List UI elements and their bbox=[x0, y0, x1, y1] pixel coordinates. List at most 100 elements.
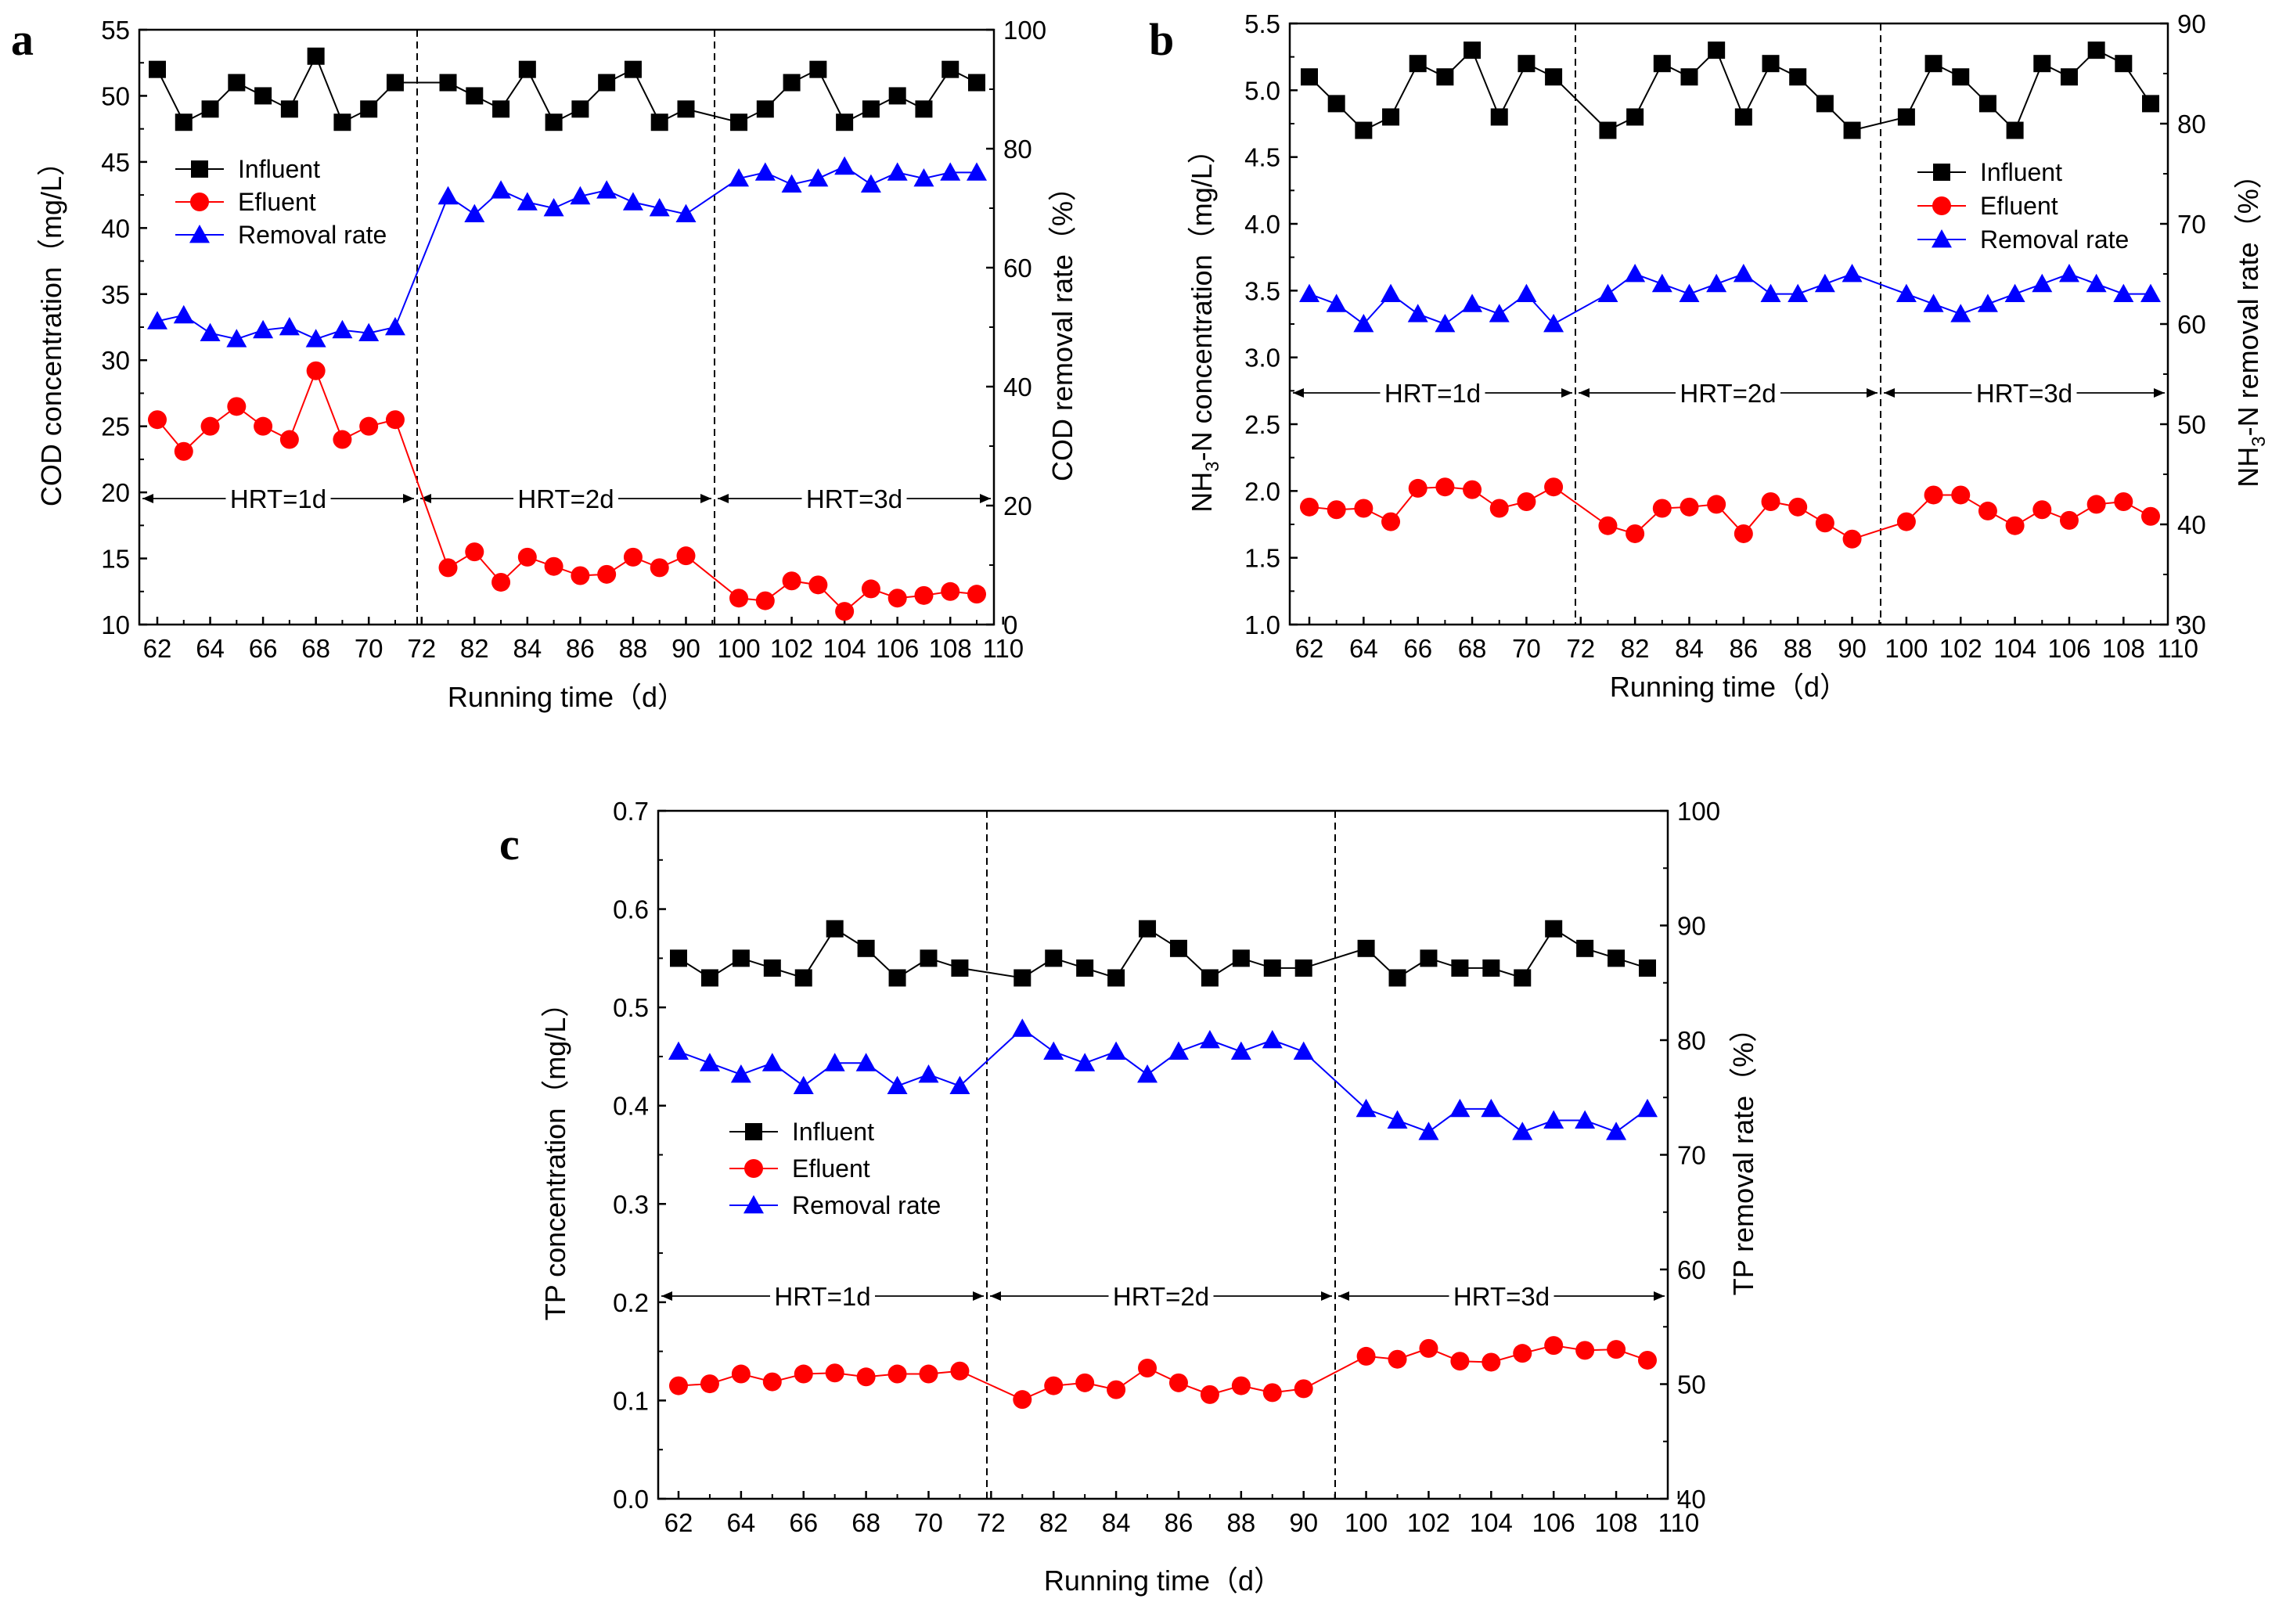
data-point-removal-rate bbox=[1597, 283, 1618, 302]
legend-marker bbox=[191, 160, 208, 178]
data-point-efluent bbox=[2086, 495, 2106, 514]
right-y-tick-label: 60 bbox=[1677, 1255, 1706, 1284]
data-point-influent bbox=[763, 959, 781, 977]
right-y-tick-label: 70 bbox=[1677, 1141, 1706, 1170]
data-point-efluent bbox=[491, 572, 511, 592]
hrt-arrow-head bbox=[1321, 1291, 1332, 1301]
data-point-influent bbox=[598, 74, 616, 92]
x-tick-label: 104 bbox=[1470, 1508, 1513, 1537]
data-point-influent bbox=[1789, 68, 1807, 86]
series-line-influent bbox=[1309, 49, 2151, 132]
data-point-influent bbox=[439, 74, 457, 92]
panel-c-letter: c bbox=[499, 819, 520, 870]
data-point-efluent bbox=[1489, 499, 1509, 518]
data-point-removal-rate bbox=[1075, 1053, 1096, 1071]
data-point-removal-rate bbox=[1489, 304, 1510, 322]
data-point-influent bbox=[888, 969, 906, 987]
data-point-removal-rate bbox=[1543, 1110, 1564, 1129]
data-point-removal-rate bbox=[1842, 264, 1863, 283]
hrt-arrow-head bbox=[973, 1291, 984, 1301]
data-point-removal-rate bbox=[1481, 1098, 1502, 1118]
data-point-influent bbox=[545, 113, 563, 131]
hrt-arrow-head bbox=[980, 494, 991, 503]
data-point-efluent bbox=[1924, 485, 1943, 505]
data-point-efluent bbox=[808, 575, 828, 595]
data-point-efluent bbox=[1638, 1350, 1657, 1370]
data-point-influent bbox=[1843, 121, 1861, 139]
data-point-influent bbox=[1294, 959, 1312, 977]
hrt-arrow-head bbox=[1884, 388, 1895, 398]
data-point-removal-rate bbox=[754, 162, 776, 181]
data-point-removal-rate bbox=[1575, 1110, 1596, 1129]
data-point-influent bbox=[1045, 949, 1063, 967]
data-point-removal-rate bbox=[1418, 1122, 1439, 1140]
data-point-influent bbox=[2087, 41, 2105, 59]
data-point-removal-rate bbox=[668, 1041, 689, 1060]
x-tick-label: 68 bbox=[301, 634, 330, 663]
hrt-label: HRT=1d bbox=[1384, 379, 1481, 408]
data-point-influent bbox=[1653, 55, 1671, 73]
data-point-influent bbox=[888, 87, 906, 105]
data-point-influent bbox=[1978, 95, 1996, 113]
data-point-influent bbox=[1514, 969, 1532, 987]
data-point-efluent bbox=[835, 602, 855, 621]
data-point-efluent bbox=[1707, 495, 1726, 514]
right-y-axis-title: TP removal rate（%） bbox=[1727, 1014, 1759, 1295]
data-point-removal-rate bbox=[1923, 293, 1944, 312]
left-y-tick-label: 0.6 bbox=[613, 895, 649, 924]
data-point-influent bbox=[1169, 939, 1187, 957]
x-tick-label: 66 bbox=[249, 634, 278, 663]
left-y-axis-title: COD concentration（mg/L） bbox=[35, 148, 67, 506]
data-point-removal-rate bbox=[730, 1064, 751, 1083]
right-y-axis-title: COD removal rate（%） bbox=[1046, 173, 1078, 481]
x-tick-label: 102 bbox=[1939, 634, 1982, 663]
data-point-efluent bbox=[1138, 1358, 1158, 1377]
data-point-efluent bbox=[1168, 1373, 1188, 1392]
x-tick-label: 108 bbox=[929, 634, 972, 663]
data-point-removal-rate bbox=[1950, 304, 1971, 322]
data-point-influent bbox=[809, 60, 827, 78]
data-point-influent bbox=[1816, 95, 1834, 113]
x-tick-label: 62 bbox=[1295, 634, 1324, 663]
left-y-axis-title: TP concentration（mg/L） bbox=[539, 989, 571, 1321]
data-point-influent bbox=[2033, 55, 2051, 73]
data-point-influent bbox=[1490, 108, 1508, 126]
left-y-tick-label: 35 bbox=[101, 280, 130, 309]
data-point-efluent bbox=[856, 1367, 876, 1387]
right-y-tick-label: 90 bbox=[2177, 9, 2206, 38]
x-tick-label: 82 bbox=[1039, 1508, 1068, 1537]
x-tick-label: 84 bbox=[1675, 634, 1704, 663]
data-point-removal-rate bbox=[675, 203, 697, 222]
data-point-removal-rate bbox=[1293, 1041, 1314, 1060]
x-tick-label: 62 bbox=[664, 1508, 693, 1537]
data-point-influent bbox=[941, 60, 959, 78]
data-point-removal-rate bbox=[1606, 1122, 1627, 1140]
data-point-efluent bbox=[174, 441, 193, 461]
data-point-efluent bbox=[731, 1364, 751, 1384]
data-point-removal-rate bbox=[887, 1075, 908, 1094]
plot-frame bbox=[1288, 22, 2169, 626]
data-point-removal-rate bbox=[1625, 264, 1646, 283]
left-y-tick-label: 4.5 bbox=[1244, 143, 1280, 172]
x-tick-label: 90 bbox=[671, 634, 700, 663]
series-line-influent bbox=[157, 54, 977, 124]
data-point-efluent bbox=[1044, 1376, 1064, 1395]
left-y-tick-label: 1.5 bbox=[1244, 544, 1280, 573]
x-tick-label: 66 bbox=[1403, 634, 1432, 663]
data-point-efluent bbox=[306, 361, 326, 380]
left-y-tick-label: 10 bbox=[101, 610, 130, 639]
right-y-tick-label: 20 bbox=[1003, 492, 1032, 520]
data-point-removal-rate bbox=[1043, 1041, 1064, 1060]
data-point-removal-rate bbox=[967, 162, 987, 181]
data-point-removal-rate bbox=[596, 180, 617, 199]
data-point-influent bbox=[1518, 55, 1536, 73]
data-point-efluent bbox=[1013, 1390, 1032, 1410]
legend-marker bbox=[743, 1195, 764, 1214]
right-y-tick-label: 100 bbox=[1677, 797, 1720, 826]
data-point-efluent bbox=[1482, 1352, 1501, 1372]
x-tick-label: 72 bbox=[407, 634, 436, 663]
data-point-removal-rate bbox=[1733, 264, 1754, 283]
x-tick-label: 104 bbox=[1993, 634, 2036, 663]
legend-marker bbox=[190, 193, 209, 211]
legend-marker bbox=[1933, 164, 1950, 181]
